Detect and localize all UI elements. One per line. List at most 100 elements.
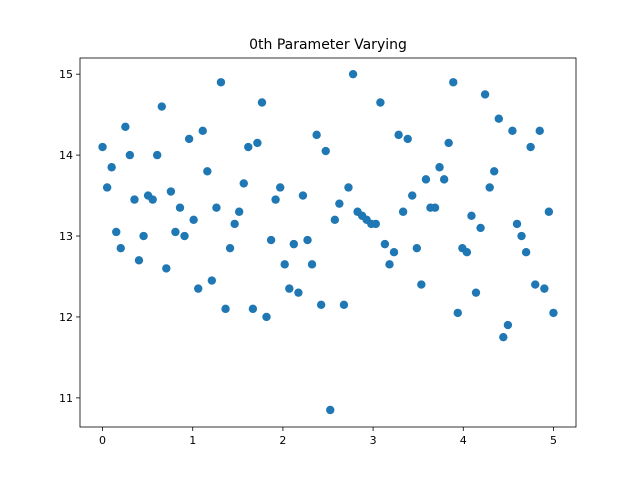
point <box>271 195 280 204</box>
point <box>467 211 476 220</box>
point <box>526 142 535 152</box>
point <box>521 248 531 257</box>
point <box>216 78 226 87</box>
point <box>540 284 549 293</box>
point <box>180 231 189 241</box>
chart-title: 0th Parameter Varying <box>249 37 407 53</box>
point <box>134 256 144 265</box>
y-tick-label: 15 <box>59 68 73 81</box>
point <box>248 304 258 314</box>
point <box>102 183 112 192</box>
point <box>321 146 330 156</box>
point <box>307 260 317 269</box>
point <box>408 191 417 200</box>
point <box>376 98 385 107</box>
point <box>234 207 244 216</box>
point <box>230 219 239 229</box>
point <box>421 175 431 184</box>
point <box>139 231 148 241</box>
point <box>417 280 426 289</box>
point <box>435 163 444 172</box>
point <box>221 304 230 314</box>
point <box>98 142 107 152</box>
point <box>184 134 194 144</box>
x-tick-label: 5 <box>550 434 557 447</box>
point <box>198 126 207 136</box>
point <box>535 126 544 136</box>
point <box>430 203 440 212</box>
y-tick-label: 14 <box>59 149 73 162</box>
y-tick-label: 13 <box>59 230 73 243</box>
x-tick-label: 1 <box>189 434 196 447</box>
point <box>107 163 116 172</box>
point <box>257 98 267 107</box>
point <box>225 243 235 253</box>
point <box>212 203 221 212</box>
point <box>344 183 353 192</box>
point <box>194 284 203 293</box>
point <box>316 300 326 310</box>
x-tick-label: 3 <box>370 434 377 447</box>
point <box>289 239 299 249</box>
point <box>348 69 358 79</box>
point <box>285 284 294 293</box>
point <box>262 312 271 322</box>
point <box>490 167 499 176</box>
point <box>380 239 390 249</box>
point <box>339 300 349 310</box>
y-tick-label: 11 <box>59 392 73 405</box>
point <box>453 308 462 318</box>
point <box>503 320 513 330</box>
point <box>121 122 130 131</box>
point <box>512 219 522 229</box>
point <box>166 187 176 196</box>
point <box>398 207 408 216</box>
x-tick-label: 2 <box>279 434 286 447</box>
y-tick-label: 12 <box>59 311 73 324</box>
point <box>508 126 517 136</box>
x-tick-label: 4 <box>460 434 467 447</box>
point <box>253 138 262 148</box>
point <box>116 243 125 253</box>
point <box>207 276 217 285</box>
point <box>471 288 481 297</box>
point <box>494 114 504 123</box>
point <box>152 150 162 160</box>
point <box>439 175 449 184</box>
point <box>148 195 157 204</box>
point <box>549 308 558 318</box>
point <box>499 332 508 342</box>
point <box>125 150 135 160</box>
point <box>162 264 171 273</box>
point <box>394 130 403 140</box>
point <box>280 260 289 269</box>
point <box>175 203 185 212</box>
point <box>312 130 321 140</box>
point <box>462 248 472 257</box>
point <box>476 223 485 233</box>
point <box>531 280 540 289</box>
point <box>371 219 380 229</box>
point <box>239 179 248 188</box>
point <box>189 215 198 225</box>
point <box>294 288 303 297</box>
point <box>449 78 458 87</box>
point <box>335 199 344 208</box>
point <box>544 207 554 216</box>
point <box>412 243 422 253</box>
point <box>485 183 494 192</box>
point <box>298 191 308 200</box>
point <box>203 167 212 176</box>
point <box>157 102 166 111</box>
point <box>385 260 394 269</box>
point <box>444 138 453 148</box>
point <box>480 90 490 99</box>
point <box>303 235 312 245</box>
point <box>326 405 335 415</box>
point <box>266 235 276 245</box>
point <box>517 231 526 241</box>
point <box>171 227 180 237</box>
point <box>403 134 412 144</box>
x-tick-label: 0 <box>99 434 106 447</box>
